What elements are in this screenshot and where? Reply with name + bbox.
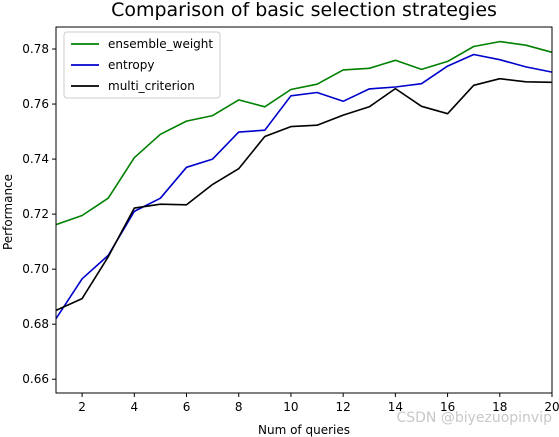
x-tick-label: 2 (78, 400, 86, 414)
x-tick-label: 14 (388, 400, 403, 414)
y-tick-label: 0.78 (22, 42, 49, 56)
x-tick-label: 10 (283, 400, 298, 414)
plot-area (55, 26, 553, 394)
x-axis-label: Num of queries (258, 423, 350, 437)
series-line-ensemble-weight (55, 40, 553, 226)
legend-label-ensemble-weight: ensemble_weight (108, 37, 213, 51)
legend-box (63, 31, 221, 99)
x-tick-label: 20 (544, 400, 559, 414)
y-tick-label: 0.72 (22, 207, 49, 221)
series-line-entropy (55, 53, 553, 320)
x-tick-label: 4 (130, 400, 138, 414)
y-tick-label: 0.70 (22, 262, 49, 276)
watermark: CSDN @biyezuopinvip (396, 410, 552, 426)
x-tick-label: 16 (440, 400, 455, 414)
y-tick-label: 0.76 (22, 97, 49, 111)
series-line-multi-criterion (55, 77, 553, 312)
y-tick-label: 0.68 (22, 317, 49, 331)
legend-label-multi-criterion: multi_criterion (108, 79, 195, 93)
x-tick-label: 18 (492, 400, 507, 414)
y-axis-label: Performance (1, 174, 15, 250)
plot-frame (55, 26, 553, 394)
x-tick-label: 12 (336, 400, 351, 414)
x-tick-label: 6 (183, 400, 191, 414)
y-tick-label: 0.74 (22, 152, 49, 166)
legend-label-entropy: entropy (108, 58, 154, 72)
chart-title: Comparison of basic selection strategies (111, 0, 497, 21)
y-tick-label: 0.66 (22, 372, 49, 386)
x-tick-label: 8 (235, 400, 243, 414)
axis-ticks: 2 4 6 8 10 12 14 16 18 20 0.66 0.68 0.70 0.72 0.74 0.76… (22, 42, 559, 414)
